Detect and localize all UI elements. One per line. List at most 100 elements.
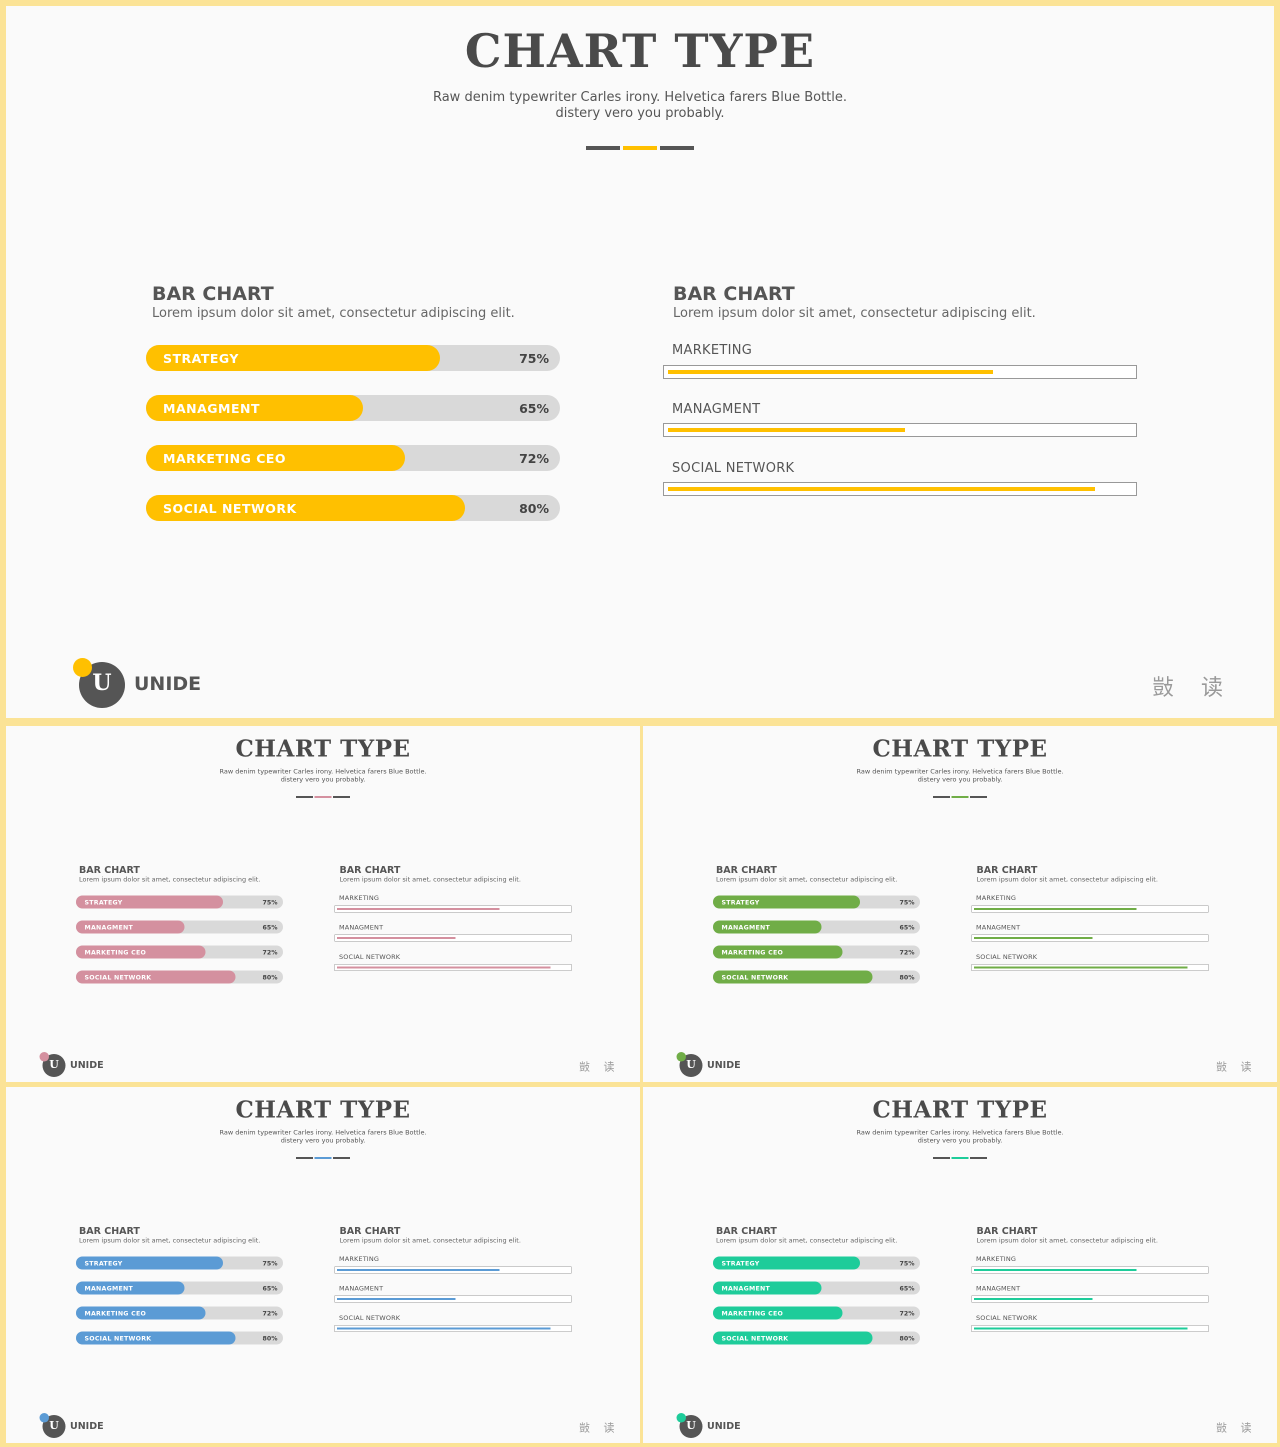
slide-thumbnail-blue[interactable]: CHART TYPE Raw denim typewriter Carles i… <box>6 1087 640 1443</box>
divider-center <box>623 146 657 150</box>
slide-subtitle: Raw denim typewriter Carles irony. Helve… <box>835 768 1085 784</box>
thin-bar-frame <box>971 1266 1209 1274</box>
right-chart-description: Lorem ipsum dolor sit amet, consectetur … <box>673 306 1036 321</box>
slide-thumbnail-green[interactable]: CHART TYPE Raw denim typewriter Carles i… <box>643 726 1277 1082</box>
subtitle-line-2: distery vero you probably. <box>280 776 366 784</box>
corner-text: 敱 读 <box>1152 676 1233 701</box>
pill-bar-track: STRATEGY 75% <box>713 895 920 909</box>
pill-bar-fill <box>713 1331 873 1345</box>
divider-right <box>660 146 694 150</box>
thin-bar-frame <box>971 964 1209 971</box>
thin-bar-frame <box>334 1266 572 1274</box>
thin-bar-fill <box>974 908 1137 910</box>
pill-bar-label: SOCIAL NETWORK <box>163 501 297 516</box>
thin-bar-label: MANAGMENT <box>976 924 1021 932</box>
slide-title: CHART TYPE <box>235 735 411 762</box>
corner-text: 敱 读 <box>579 1422 620 1435</box>
logo-circle <box>679 1415 703 1438</box>
logo-circle <box>679 1054 703 1077</box>
pill-bar-label: SOCIAL NETWORK <box>84 1334 152 1343</box>
right-chart-description: Lorem ipsum dolor sit amet, consectetur … <box>339 876 521 884</box>
pill-bar-fill <box>713 945 843 959</box>
pill-bar-label: MANAGMENT <box>721 923 770 932</box>
pill-bar-fill <box>713 1256 860 1270</box>
thin-bar-label: SOCIAL NETWORK <box>339 1314 401 1323</box>
pill-bar-label: MANAGMENT <box>163 401 260 416</box>
thin-bar-label: SOCIAL NETWORK <box>976 953 1038 962</box>
thin-bar-fill <box>668 487 1095 491</box>
thin-bar-frame <box>971 934 1209 942</box>
slide-subtitle: Raw denim typewriter Carles irony. Helve… <box>198 768 448 784</box>
divider-center <box>951 1157 969 1159</box>
subtitle-line-1: Raw denim typewriter Carles irony. Helve… <box>856 1129 1064 1137</box>
thin-bar-fill <box>974 1298 1093 1300</box>
thin-bar-fill <box>337 1269 500 1271</box>
left-chart-description: Lorem ipsum dolor sit amet, consectetur … <box>79 1237 261 1245</box>
left-chart-description: Lorem ipsum dolor sit amet, consectetur … <box>152 306 515 321</box>
pill-bar-track: MARKETING CEO 72% <box>146 445 560 471</box>
left-chart-description: Lorem ipsum dolor sit amet, consectetur … <box>79 876 261 884</box>
corner-text: 敱 读 <box>1216 1422 1257 1435</box>
slide-thumbnail-teal[interactable]: CHART TYPE Raw denim typewriter Carles i… <box>643 1087 1277 1443</box>
thin-bar-label: MARKETING <box>976 1255 1017 1264</box>
pill-bar-fill <box>76 1331 236 1345</box>
thin-bar-fill <box>668 428 905 432</box>
pill-bar-label: STRATEGY <box>84 898 123 907</box>
divider-left <box>933 1157 950 1159</box>
logo-letter: U <box>49 1058 59 1071</box>
pill-bar-track: STRATEGY 75% <box>146 345 560 371</box>
pill-bar-percent: 72% <box>899 948 915 957</box>
pill-bar-percent: 80% <box>262 973 278 982</box>
pill-bar-track: SOCIAL NETWORK 80% <box>713 970 920 984</box>
pill-bar-percent: 72% <box>519 451 549 466</box>
slide-stage: CHART TYPE Raw denim typewriter Carles i… <box>6 1087 640 1443</box>
pill-bar-track: SOCIAL NETWORK 80% <box>713 1331 920 1345</box>
pill-bar-label: MARKETING CEO <box>721 948 784 957</box>
pill-bar-label: STRATEGY <box>721 1259 760 1268</box>
pill-bar-fill <box>146 445 405 471</box>
thin-bar-fill <box>337 908 500 910</box>
left-chart-heading: BAR CHART <box>716 1225 777 1237</box>
thin-bar-frame <box>663 423 1137 437</box>
thin-bar-frame <box>971 1325 1209 1332</box>
right-chart-heading: BAR CHART <box>339 1225 401 1237</box>
pill-bar-fill <box>76 1256 223 1270</box>
left-chart-description: Lorem ipsum dolor sit amet, consectetur … <box>716 1237 898 1245</box>
slide-thumbnail-yellow[interactable]: CHART TYPE Raw denim typewriter Carles i… <box>6 6 1274 718</box>
thin-bar-frame <box>971 905 1209 913</box>
right-chart-heading: BAR CHART <box>339 864 401 876</box>
divider-center <box>951 796 969 798</box>
right-chart-heading: BAR CHART <box>976 864 1038 876</box>
right-chart-heading: BAR CHART <box>673 283 795 305</box>
pill-bar-label: MARKETING CEO <box>84 1309 147 1318</box>
divider-left <box>586 146 620 150</box>
thin-bar-label: MANAGMENT <box>976 1285 1021 1293</box>
left-chart-description: Lorem ipsum dolor sit amet, consectetur … <box>716 876 898 884</box>
pill-bar-percent: 72% <box>262 948 278 957</box>
pill-bar-percent: 80% <box>519 501 549 516</box>
thin-bar-fill <box>337 1298 456 1300</box>
thin-bar-label: MANAGMENT <box>672 402 761 417</box>
thin-bar-fill <box>974 1269 1137 1271</box>
thin-bar-label: MANAGMENT <box>339 1285 384 1293</box>
slide-title: CHART TYPE <box>872 735 1048 762</box>
right-chart-description: Lorem ipsum dolor sit amet, consectetur … <box>976 876 1158 884</box>
logo-text: UNIDE <box>134 673 202 695</box>
slide-thumbnail-pink[interactable]: CHART TYPE Raw denim typewriter Carles i… <box>6 726 640 1082</box>
logo-accent-dot <box>73 658 92 677</box>
pill-bar-track: STRATEGY 75% <box>76 1256 283 1270</box>
logo-text: UNIDE <box>70 1059 104 1071</box>
pill-bar-track: MARKETING CEO 72% <box>76 1306 283 1320</box>
pill-bar-label: MARKETING CEO <box>721 1309 784 1318</box>
divider-left <box>296 796 313 798</box>
thin-bar-fill <box>337 966 551 969</box>
subtitle-line-1: Raw denim typewriter Carles irony. Helve… <box>856 768 1064 776</box>
pill-bar-track: SOCIAL NETWORK 80% <box>146 495 560 521</box>
pill-bar-label: MARKETING CEO <box>84 948 147 957</box>
thin-bar-label: SOCIAL NETWORK <box>339 953 401 962</box>
thin-bar-frame <box>663 482 1137 496</box>
thin-bar-label: MARKETING <box>976 894 1017 903</box>
slide-title: CHART TYPE <box>464 24 816 78</box>
thin-bar-frame <box>334 905 572 913</box>
thin-bar-fill <box>974 937 1093 939</box>
